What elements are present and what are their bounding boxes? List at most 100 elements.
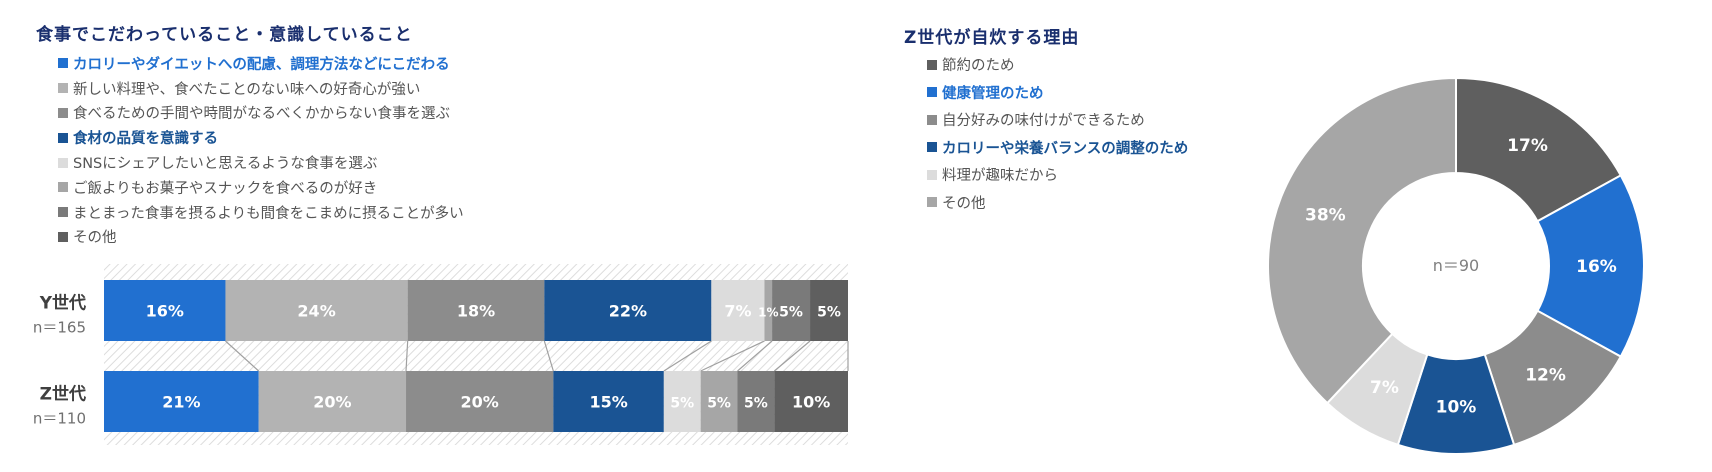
legend-label: カロリーや栄養バランスの調整のため — [942, 140, 1189, 157]
legend-label: 食材の品質を意識する — [73, 131, 218, 148]
donut-slice — [1325, 332, 1429, 447]
left-chart-legend: カロリーやダイエットへの配慮、調理方法などにこだわる 新しい料理や、食べたことのな… — [58, 51, 464, 249]
series-connector-line — [700, 340, 765, 372]
donut-slice — [1267, 76, 1457, 405]
bar-segment — [663, 371, 701, 432]
legend-swatch — [58, 207, 68, 218]
legend-label: ご飯よりもお菓子やスナックを食べるのが好き — [73, 180, 378, 197]
series-connector-line — [405, 340, 409, 372]
bar-segment — [700, 371, 738, 432]
legend-label: その他 — [942, 195, 986, 212]
legend-label: 料理が趣味だから — [942, 168, 1058, 185]
bar-segment — [553, 371, 664, 432]
bar-segment — [544, 280, 712, 341]
left-chart-legend-item: SNSにシェアしたいと思えるような食事を選ぶ — [58, 150, 464, 175]
legend-label: 自分好みの味付けができるため — [942, 113, 1145, 130]
bar-segment — [406, 371, 554, 432]
bar-data-label: 20% — [313, 393, 351, 412]
donut-slice — [1396, 353, 1516, 455]
right-chart-legend-item: その他 — [927, 189, 1188, 217]
donut-slice — [1483, 309, 1623, 447]
left-chart-title: 食事でこだわっていること・意識していること — [36, 25, 413, 45]
bar-segment — [258, 371, 407, 432]
bar-segment — [225, 280, 408, 341]
legend-label: 新しい料理や、食べたことのない味への好奇心が強い — [73, 81, 421, 98]
bar-data-label: 15% — [589, 393, 627, 412]
legend-label: 節約のため — [942, 58, 1015, 75]
bar-segment — [774, 371, 848, 432]
legend-swatch — [58, 132, 68, 143]
left-chart-legend-item: まとまった食事を摂るよりも間食をこまめに摂ることが多い — [58, 200, 464, 225]
legend-label: SNSにシェアしたいと思えるような食事を選ぶ — [73, 156, 378, 173]
category-note: n＝110 — [33, 410, 86, 428]
bar-data-label: 24% — [297, 302, 335, 321]
legend-swatch — [58, 83, 68, 94]
legend-swatch — [58, 231, 68, 242]
bar-data-label: 5% — [744, 396, 768, 412]
left-chart-legend-item: ご飯よりもお菓子やスナックを食べるのが好き — [58, 175, 464, 200]
legend-swatch — [58, 58, 68, 69]
legend-label: カロリーやダイエットへの配慮、調理方法などにこだわる — [73, 56, 450, 73]
legend-swatch — [927, 114, 937, 125]
left-chart-legend-item: その他 — [58, 225, 464, 250]
category-label: Y世代 — [39, 293, 86, 314]
bar-data-label: 22% — [609, 302, 647, 321]
legend-swatch — [58, 182, 68, 193]
bar-data-label: 18% — [457, 302, 495, 321]
donut-data-label: 17% — [1507, 136, 1548, 156]
category-note: n＝165 — [33, 319, 86, 337]
bar-data-label: 5% — [817, 305, 841, 321]
left-chart-legend-item: 新しい料理や、食べたことのない味への好奇心が強い — [58, 76, 464, 101]
legend-swatch — [927, 169, 937, 180]
bar-segment — [104, 371, 259, 432]
donut-slice — [1536, 174, 1645, 358]
bar-data-label: 1% — [758, 306, 778, 320]
bar-segment — [104, 280, 226, 341]
legend-label: 健康管理のため — [942, 85, 1044, 102]
right-chart-legend-item: 健康管理のため — [927, 79, 1188, 107]
legend-swatch — [927, 142, 937, 153]
bar-data-label: 10% — [792, 393, 830, 412]
legend-swatch — [927, 87, 937, 98]
stacked-bar-chart: 16% 24% 18% 22% 7% 1% 5% 5%21% 20% 20% 15% 5% 5% 5% 10… — [33, 264, 849, 445]
donut-data-label: 7% — [1370, 378, 1399, 398]
bar-data-label: 21% — [162, 393, 200, 412]
donut-data-label: 38% — [1305, 205, 1346, 225]
left-chart-legend-item: 食べるための手間や時間がなるべくかからない食事を選ぶ — [58, 101, 464, 126]
right-chart-legend-item: カロリーや栄養バランスの調整のため — [927, 134, 1188, 162]
bar-segment — [764, 280, 773, 341]
legend-swatch — [58, 107, 68, 118]
series-connector-line — [543, 340, 554, 372]
legend-label: まとまった食事を摂るよりも間食をこまめに摂ることが多い — [73, 205, 464, 222]
series-connector-line — [225, 340, 260, 372]
donut-data-label: 10% — [1436, 398, 1477, 418]
bar-data-label: 16% — [146, 302, 184, 321]
bar-data-label: 20% — [461, 393, 499, 412]
legend-label: その他 — [73, 230, 117, 247]
bar-segment — [810, 280, 848, 341]
series-connector-line — [773, 340, 811, 372]
right-chart-legend-item: 料理が趣味だから — [927, 161, 1188, 189]
series-connector-line — [663, 340, 712, 372]
bar-segment — [737, 371, 775, 432]
bar-segment — [407, 280, 545, 341]
donut-slice — [1455, 76, 1623, 223]
legend-swatch — [927, 197, 937, 208]
donut-data-label: 12% — [1525, 365, 1566, 385]
right-chart-legend-item: 自分好みの味付けができるため — [927, 106, 1188, 134]
category-label: Z世代 — [40, 384, 86, 405]
bar-data-label: 5% — [779, 305, 803, 321]
right-chart-legend: 節約のため健康管理のため自分好みの味付けができるためカロリーや栄養バランスの調整… — [927, 51, 1188, 216]
bar-segment — [711, 280, 765, 341]
bar-segment — [772, 280, 811, 341]
legend-swatch — [58, 157, 68, 168]
right-chart-legend-item: 節約のため — [927, 51, 1188, 79]
bar-data-label: 7% — [724, 302, 751, 321]
right-chart-title: Z世代が自炊する理由 — [904, 28, 1080, 48]
legend-label: 食べるための手間や時間がなるべくかからない食事を選ぶ — [73, 106, 450, 123]
bar-data-label: 5% — [670, 396, 694, 412]
donut-center-label: n＝90 — [1433, 256, 1480, 275]
left-chart-legend-item: カロリーやダイエットへの配慮、調理方法などにこだわる — [58, 51, 464, 76]
bar-data-label: 5% — [707, 396, 731, 412]
donut-data-label: 16% — [1576, 257, 1617, 277]
